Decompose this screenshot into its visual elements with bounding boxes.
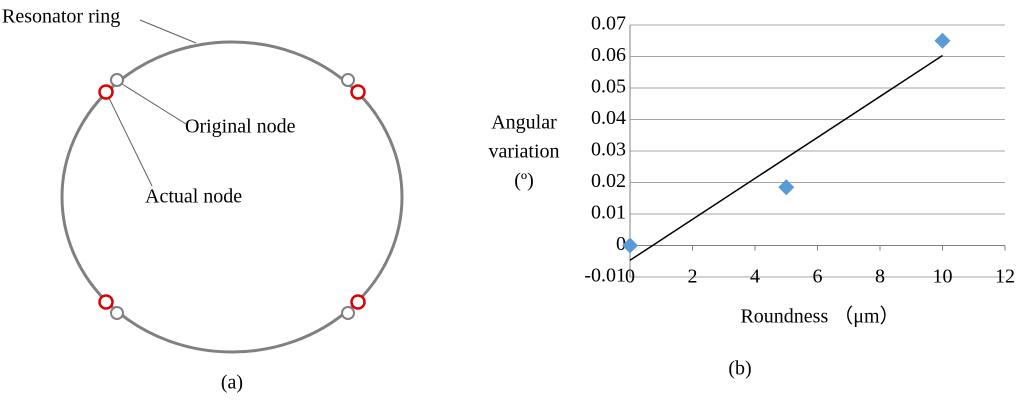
y-tick-label: 0.03: [591, 139, 626, 161]
label: Actual node: [145, 186, 242, 208]
original-node: [110, 73, 124, 87]
x-tick-label: 4: [750, 266, 760, 288]
label: Resonator ring: [2, 6, 120, 28]
actual-node: [98, 84, 114, 100]
original-node: [341, 73, 355, 87]
x-axis-title: Roundness （μm）: [740, 305, 899, 328]
resonator-ring: [60, 40, 404, 354]
original-node: [110, 306, 124, 320]
point: [778, 179, 795, 196]
leader-line: [139, 19, 197, 44]
y-tick-label: 0.02: [591, 170, 626, 192]
y-axis-title: variation: [488, 141, 559, 163]
original-node: [341, 306, 355, 320]
x-tick-label: 2: [688, 266, 698, 288]
leader-line: [107, 95, 153, 187]
x-tick-label: 8: [875, 266, 885, 288]
y-tick-label: -0.01: [584, 265, 626, 287]
y-tick-label: 0.01: [591, 202, 626, 224]
x-tick-label: 12: [995, 266, 1015, 288]
actual-nodes: [98, 84, 366, 310]
x-tick-label: 6: [813, 266, 823, 288]
label: Original node: [185, 116, 296, 138]
actual-node: [350, 294, 366, 310]
caption: (b): [728, 358, 751, 380]
y-axis-title: (º): [514, 170, 534, 192]
diagram: Resonator ring Original node Actual node…: [2, 6, 404, 394]
original-nodes: [110, 73, 355, 320]
y-tick-label: 0.06: [591, 44, 626, 66]
y-axis-title: Angular: [491, 112, 557, 134]
y-tick-label: 0.05: [591, 76, 626, 98]
y-tick-label: 0.04: [591, 107, 626, 129]
x-tick-label: 10: [933, 266, 953, 288]
y-tick-label: 0: [616, 233, 626, 255]
trendline: [629, 54, 943, 261]
caption: (a): [221, 372, 243, 394]
actual-node: [98, 294, 114, 310]
y-tick-label: 0.07: [591, 13, 626, 35]
leader-line: [121, 83, 187, 125]
point: [934, 32, 951, 49]
point: [622, 237, 638, 254]
x-tick-label: 0: [625, 266, 635, 288]
actual-node: [350, 84, 366, 100]
